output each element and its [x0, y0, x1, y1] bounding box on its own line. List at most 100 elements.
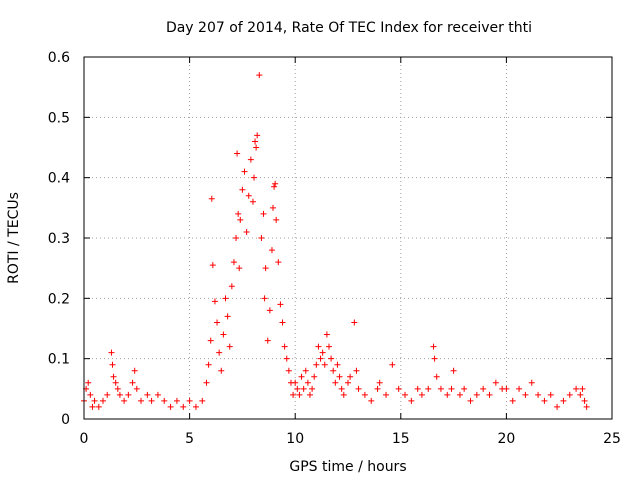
data-point — [129, 379, 136, 386]
data-point — [272, 180, 279, 187]
data-point — [121, 397, 128, 404]
data-point — [167, 403, 174, 410]
data-point — [315, 343, 322, 350]
data-point — [207, 337, 214, 344]
data-point — [355, 385, 362, 392]
data-point — [492, 379, 499, 386]
data-point — [319, 349, 326, 356]
plot-frame — [83, 56, 613, 420]
data-point — [237, 216, 244, 223]
data-point — [408, 397, 415, 404]
data-point — [414, 385, 421, 392]
x-axis-label: GPS time / hours — [289, 459, 406, 475]
data-point — [389, 361, 396, 368]
data-point — [338, 385, 345, 392]
data-point — [450, 367, 457, 374]
data-point — [186, 397, 193, 404]
y-tick-label: 0.4 — [48, 171, 70, 187]
data-point — [233, 235, 240, 241]
data-point — [340, 391, 347, 398]
x-tick-label: 15 — [392, 431, 410, 447]
data-point — [336, 373, 343, 380]
data-point — [138, 397, 145, 404]
data-point — [309, 385, 316, 392]
data-point — [456, 391, 463, 398]
y-tick-label: 0.2 — [48, 291, 70, 307]
data-point — [262, 265, 269, 272]
data-point — [486, 391, 493, 398]
data-point — [249, 198, 256, 205]
data-point — [95, 403, 102, 410]
data-point — [218, 367, 225, 374]
data-point — [279, 319, 286, 326]
data-point — [245, 192, 252, 199]
y-tick-label: 0.5 — [48, 110, 70, 126]
data-point — [290, 391, 297, 398]
data-point — [277, 301, 284, 308]
data-point — [258, 235, 265, 241]
data-point — [583, 403, 590, 410]
data-point — [148, 397, 155, 404]
data-point — [275, 259, 282, 266]
data-point — [431, 355, 438, 362]
data-point — [241, 168, 248, 175]
x-tick-label: 5 — [185, 431, 194, 447]
data-point — [192, 403, 199, 410]
data-point — [311, 373, 318, 380]
data-point — [351, 319, 358, 326]
data-point — [271, 183, 278, 190]
data-point — [300, 385, 307, 392]
data-point — [581, 397, 588, 404]
data-point — [220, 331, 227, 338]
data-point — [211, 298, 218, 305]
data-point — [104, 391, 111, 398]
data-point — [226, 343, 233, 350]
data-point — [473, 391, 480, 398]
data-point — [298, 373, 305, 380]
data-point — [253, 144, 260, 151]
data-point — [347, 373, 354, 380]
data-point — [133, 385, 140, 392]
data-points — [81, 72, 590, 410]
data-point — [273, 216, 280, 223]
data-point — [437, 385, 444, 392]
data-point — [236, 265, 243, 272]
data-point — [283, 355, 290, 362]
data-point — [91, 397, 98, 404]
data-point — [306, 391, 313, 398]
data-point — [161, 397, 168, 404]
data-point — [321, 361, 328, 368]
data-point — [302, 367, 309, 374]
data-point — [430, 343, 437, 350]
data-point — [144, 391, 151, 398]
data-point — [448, 385, 455, 392]
data-point — [374, 385, 381, 392]
data-point — [116, 391, 123, 398]
data-point — [281, 343, 288, 350]
data-point — [222, 295, 229, 302]
data-point — [566, 391, 573, 398]
data-point — [353, 367, 360, 374]
y-tick-label: 0 — [61, 412, 70, 428]
grid-lines — [84, 57, 612, 419]
data-point — [208, 195, 215, 202]
y-tick-label: 0.3 — [48, 231, 70, 247]
data-point — [361, 391, 368, 398]
data-point — [383, 391, 390, 398]
x-tick-label: 10 — [286, 431, 304, 447]
y-tick-label: 0.1 — [48, 352, 70, 368]
data-point — [199, 397, 206, 404]
data-point — [256, 72, 263, 79]
data-point — [368, 397, 375, 404]
data-point — [85, 379, 92, 386]
data-point — [228, 283, 235, 290]
data-point — [109, 361, 116, 368]
data-point — [209, 262, 216, 269]
axis-ticks — [83, 56, 613, 420]
chart-title: Day 207 of 2014, Rate Of TEC Index for r… — [166, 20, 532, 36]
data-point — [461, 385, 468, 392]
data-point — [528, 379, 535, 386]
data-point — [522, 391, 529, 398]
data-point — [108, 349, 115, 356]
